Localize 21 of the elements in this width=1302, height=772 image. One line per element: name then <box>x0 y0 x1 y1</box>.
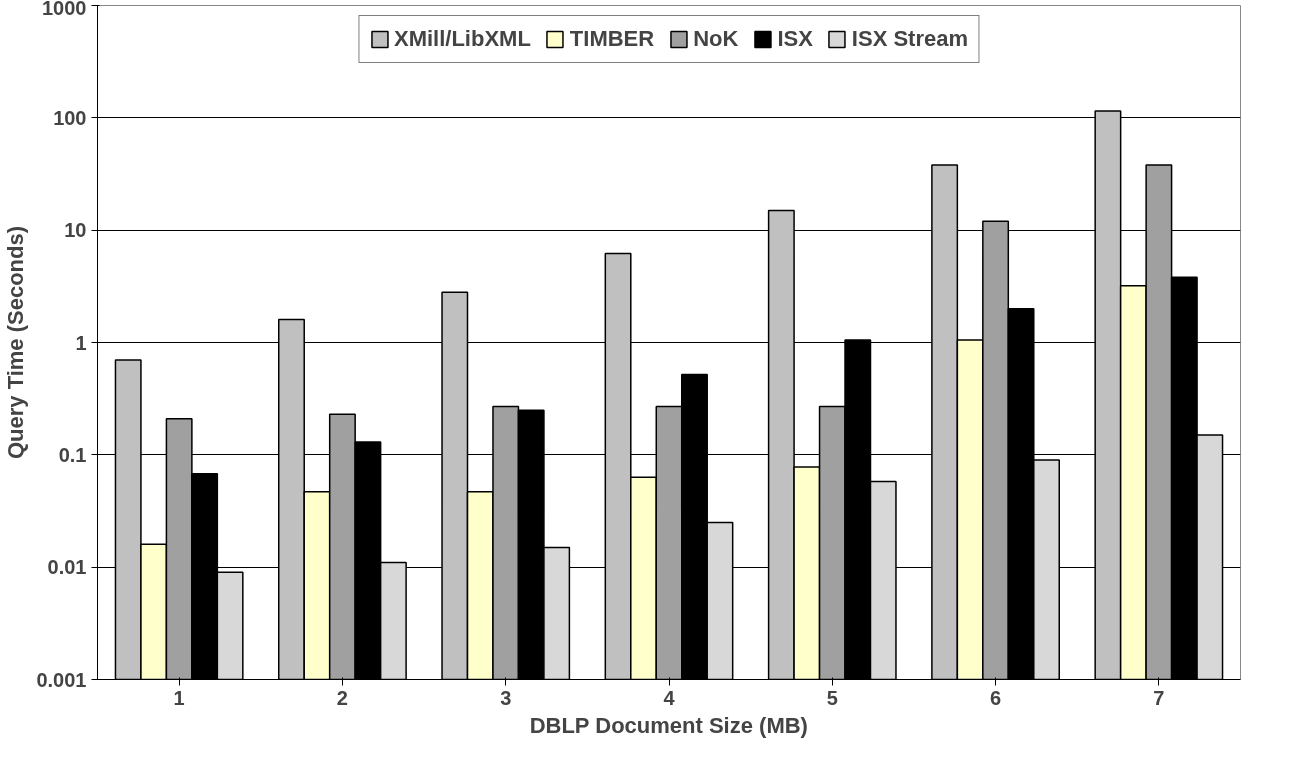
x-tick-label: 5 <box>826 686 838 709</box>
legend-label: ISX Stream <box>851 26 969 52</box>
y-tick-label: 0.1 <box>58 443 87 466</box>
x-tick-label: 1 <box>173 686 185 709</box>
y-tick-label: 100 <box>53 106 87 129</box>
y-tick-label: 10 <box>64 219 87 242</box>
x-tick-label: 3 <box>500 686 512 709</box>
x-tick-label: 2 <box>336 686 348 709</box>
y-tick-label: 0.001 <box>36 668 87 691</box>
legend-label: TIMBER <box>569 26 655 52</box>
y-tick-label: 0.01 <box>47 556 87 579</box>
legend-label: NoK <box>693 26 739 52</box>
x-tick-label: 6 <box>990 686 1002 709</box>
x-tick-label: 7 <box>1153 686 1165 709</box>
legend-label: XMill/LibXML <box>393 26 531 52</box>
x-tick-label: 4 <box>663 686 676 709</box>
x-axis-title: DBLP Document Size (MB) <box>529 712 808 738</box>
y-tick-label: 1 <box>75 331 87 354</box>
y-axis-title: Query Time (Seconds) <box>3 225 29 460</box>
legend-label: ISX <box>777 26 813 52</box>
y-tick-label: 1000 <box>42 0 87 19</box>
